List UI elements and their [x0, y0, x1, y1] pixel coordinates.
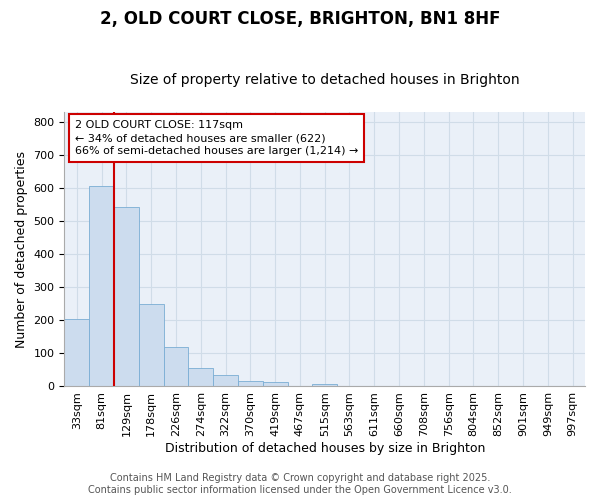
Bar — [164, 346, 188, 387]
Bar — [238, 380, 263, 386]
Bar — [188, 368, 213, 386]
Bar — [139, 304, 164, 386]
Bar — [313, 384, 337, 386]
Text: 2, OLD COURT CLOSE, BRIGHTON, BN1 8HF: 2, OLD COURT CLOSE, BRIGHTON, BN1 8HF — [100, 10, 500, 28]
Text: 2 OLD COURT CLOSE: 117sqm
← 34% of detached houses are smaller (622)
66% of semi: 2 OLD COURT CLOSE: 117sqm ← 34% of detac… — [75, 120, 358, 156]
X-axis label: Distribution of detached houses by size in Brighton: Distribution of detached houses by size … — [164, 442, 485, 455]
Bar — [213, 375, 238, 386]
Y-axis label: Number of detached properties: Number of detached properties — [15, 150, 28, 348]
Bar — [64, 320, 89, 386]
Bar — [89, 186, 114, 386]
Bar — [114, 207, 139, 386]
Bar — [263, 382, 287, 386]
Title: Size of property relative to detached houses in Brighton: Size of property relative to detached ho… — [130, 73, 520, 87]
Text: Contains HM Land Registry data © Crown copyright and database right 2025.
Contai: Contains HM Land Registry data © Crown c… — [88, 474, 512, 495]
